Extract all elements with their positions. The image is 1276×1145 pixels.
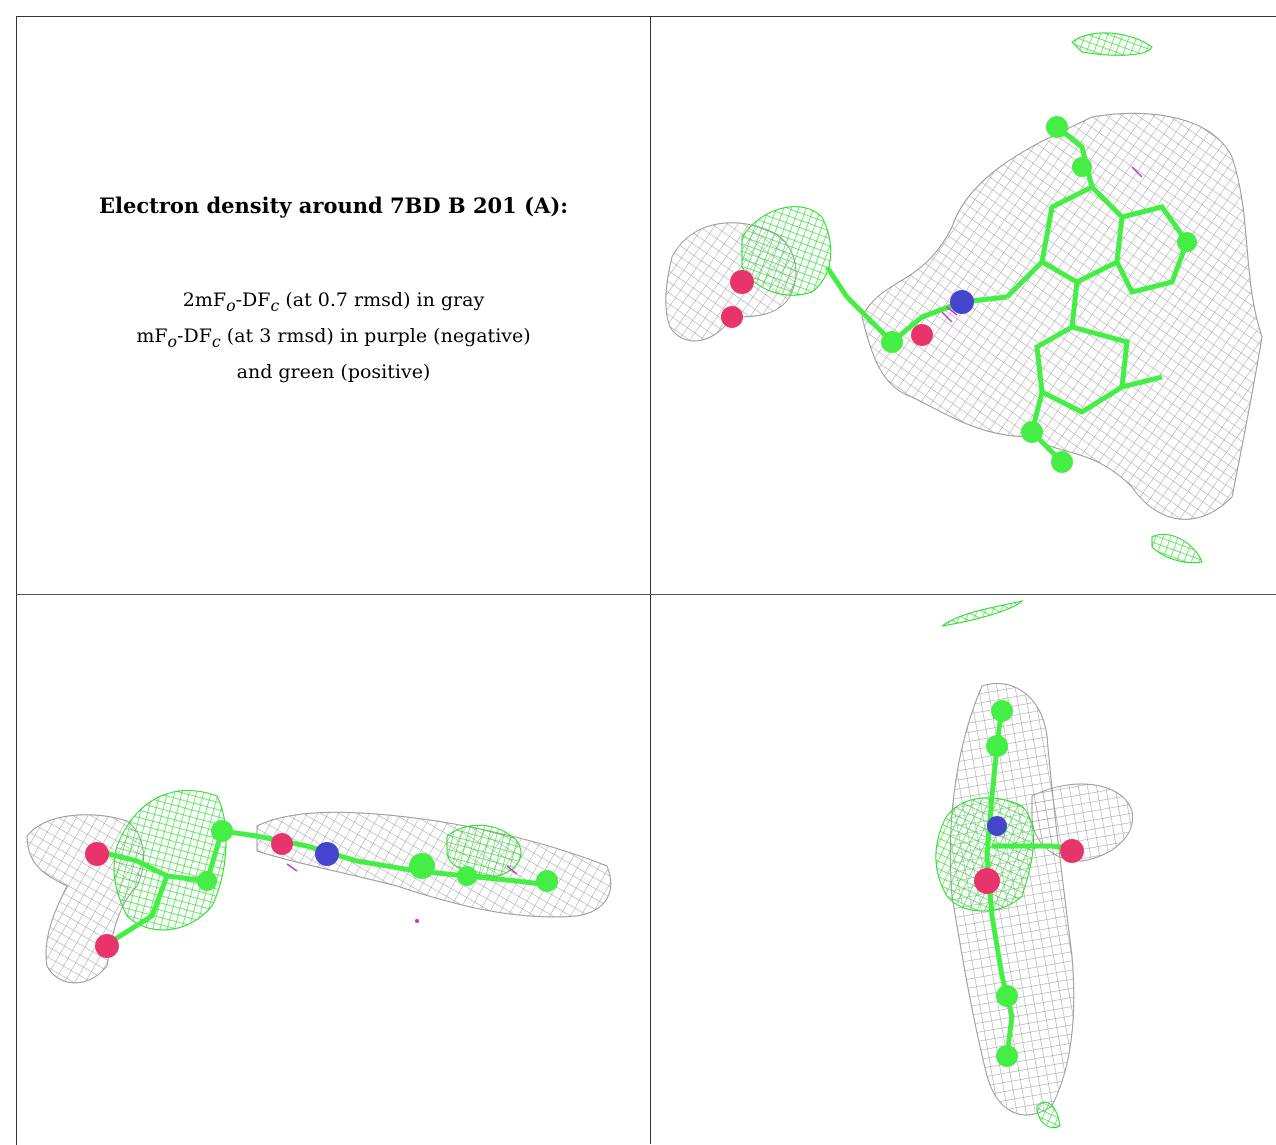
caption-title: Electron density around 7BD B 201 (A): <box>98 193 569 218</box>
legend-text: -DF <box>235 289 271 311</box>
legend-text: mF <box>136 324 168 347</box>
legend-subscript: c <box>270 295 280 315</box>
legend-text: 2mF <box>182 289 227 311</box>
ligand-density-front-view-icon <box>665 32 1263 564</box>
legend-line-2fofc: 2mFo-DFc (at 0.7 rmsd) in gray <box>17 285 650 321</box>
legend-text: (at 3 rmsd) in purple (negative) <box>220 324 531 347</box>
figure-grid <box>16 16 1276 1145</box>
view-bottom-left <box>17 596 649 1144</box>
ligand-density-side-view-icon <box>26 789 612 984</box>
legend: 2mFo-DFc (at 0.7 rmsd) in gray mFo-DFc (… <box>17 285 650 387</box>
legend-line-colors: and green (positive) <box>236 360 431 383</box>
view-bottom-right <box>652 596 1274 1144</box>
grid-divider-vertical <box>650 16 651 1144</box>
legend-subscript: c <box>211 331 221 351</box>
caption-cell: Electron density around 7BD B 201 (A): 2… <box>17 17 650 594</box>
legend-subscript: o <box>167 331 178 351</box>
ligand-density-end-view-icon <box>935 600 1134 1129</box>
grid-divider-horizontal <box>16 594 1276 595</box>
legend-text: (at 0.7 rmsd) in gray <box>279 289 485 311</box>
view-top-right <box>652 17 1274 593</box>
legend-subscript: o <box>226 295 236 315</box>
legend-line-fofc: mFo-DFc (at 3 rmsd) in purple (negative) <box>17 321 650 357</box>
legend-text: -DF <box>177 324 212 347</box>
